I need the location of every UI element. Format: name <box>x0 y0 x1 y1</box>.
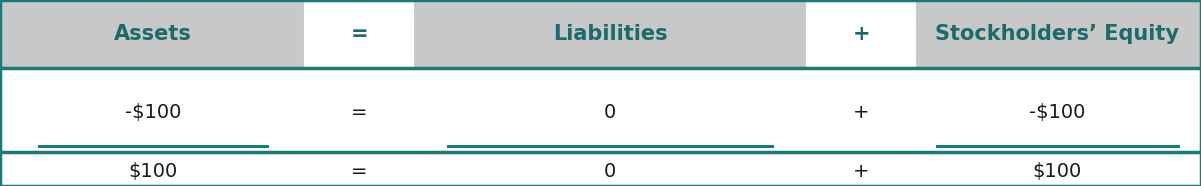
Text: +: + <box>853 103 870 122</box>
Text: =: = <box>351 24 368 44</box>
Text: $100: $100 <box>1033 162 1082 181</box>
Bar <box>0 68 1201 186</box>
Text: =: = <box>351 162 368 181</box>
Text: -$100: -$100 <box>125 103 181 122</box>
Bar <box>412 0 808 68</box>
Text: $100: $100 <box>129 162 178 181</box>
Text: 0: 0 <box>604 162 616 181</box>
Text: Assets: Assets <box>114 24 192 44</box>
Text: +: + <box>853 162 870 181</box>
Bar <box>914 0 1201 68</box>
Bar <box>306 0 412 68</box>
Text: =: = <box>351 103 368 122</box>
Text: Stockholders’ Equity: Stockholders’ Equity <box>936 24 1179 44</box>
Text: Liabilities: Liabilities <box>552 24 668 44</box>
Text: -$100: -$100 <box>1029 103 1086 122</box>
Bar <box>808 0 914 68</box>
Text: +: + <box>853 24 870 44</box>
Bar <box>0 0 306 68</box>
Text: 0: 0 <box>604 103 616 122</box>
